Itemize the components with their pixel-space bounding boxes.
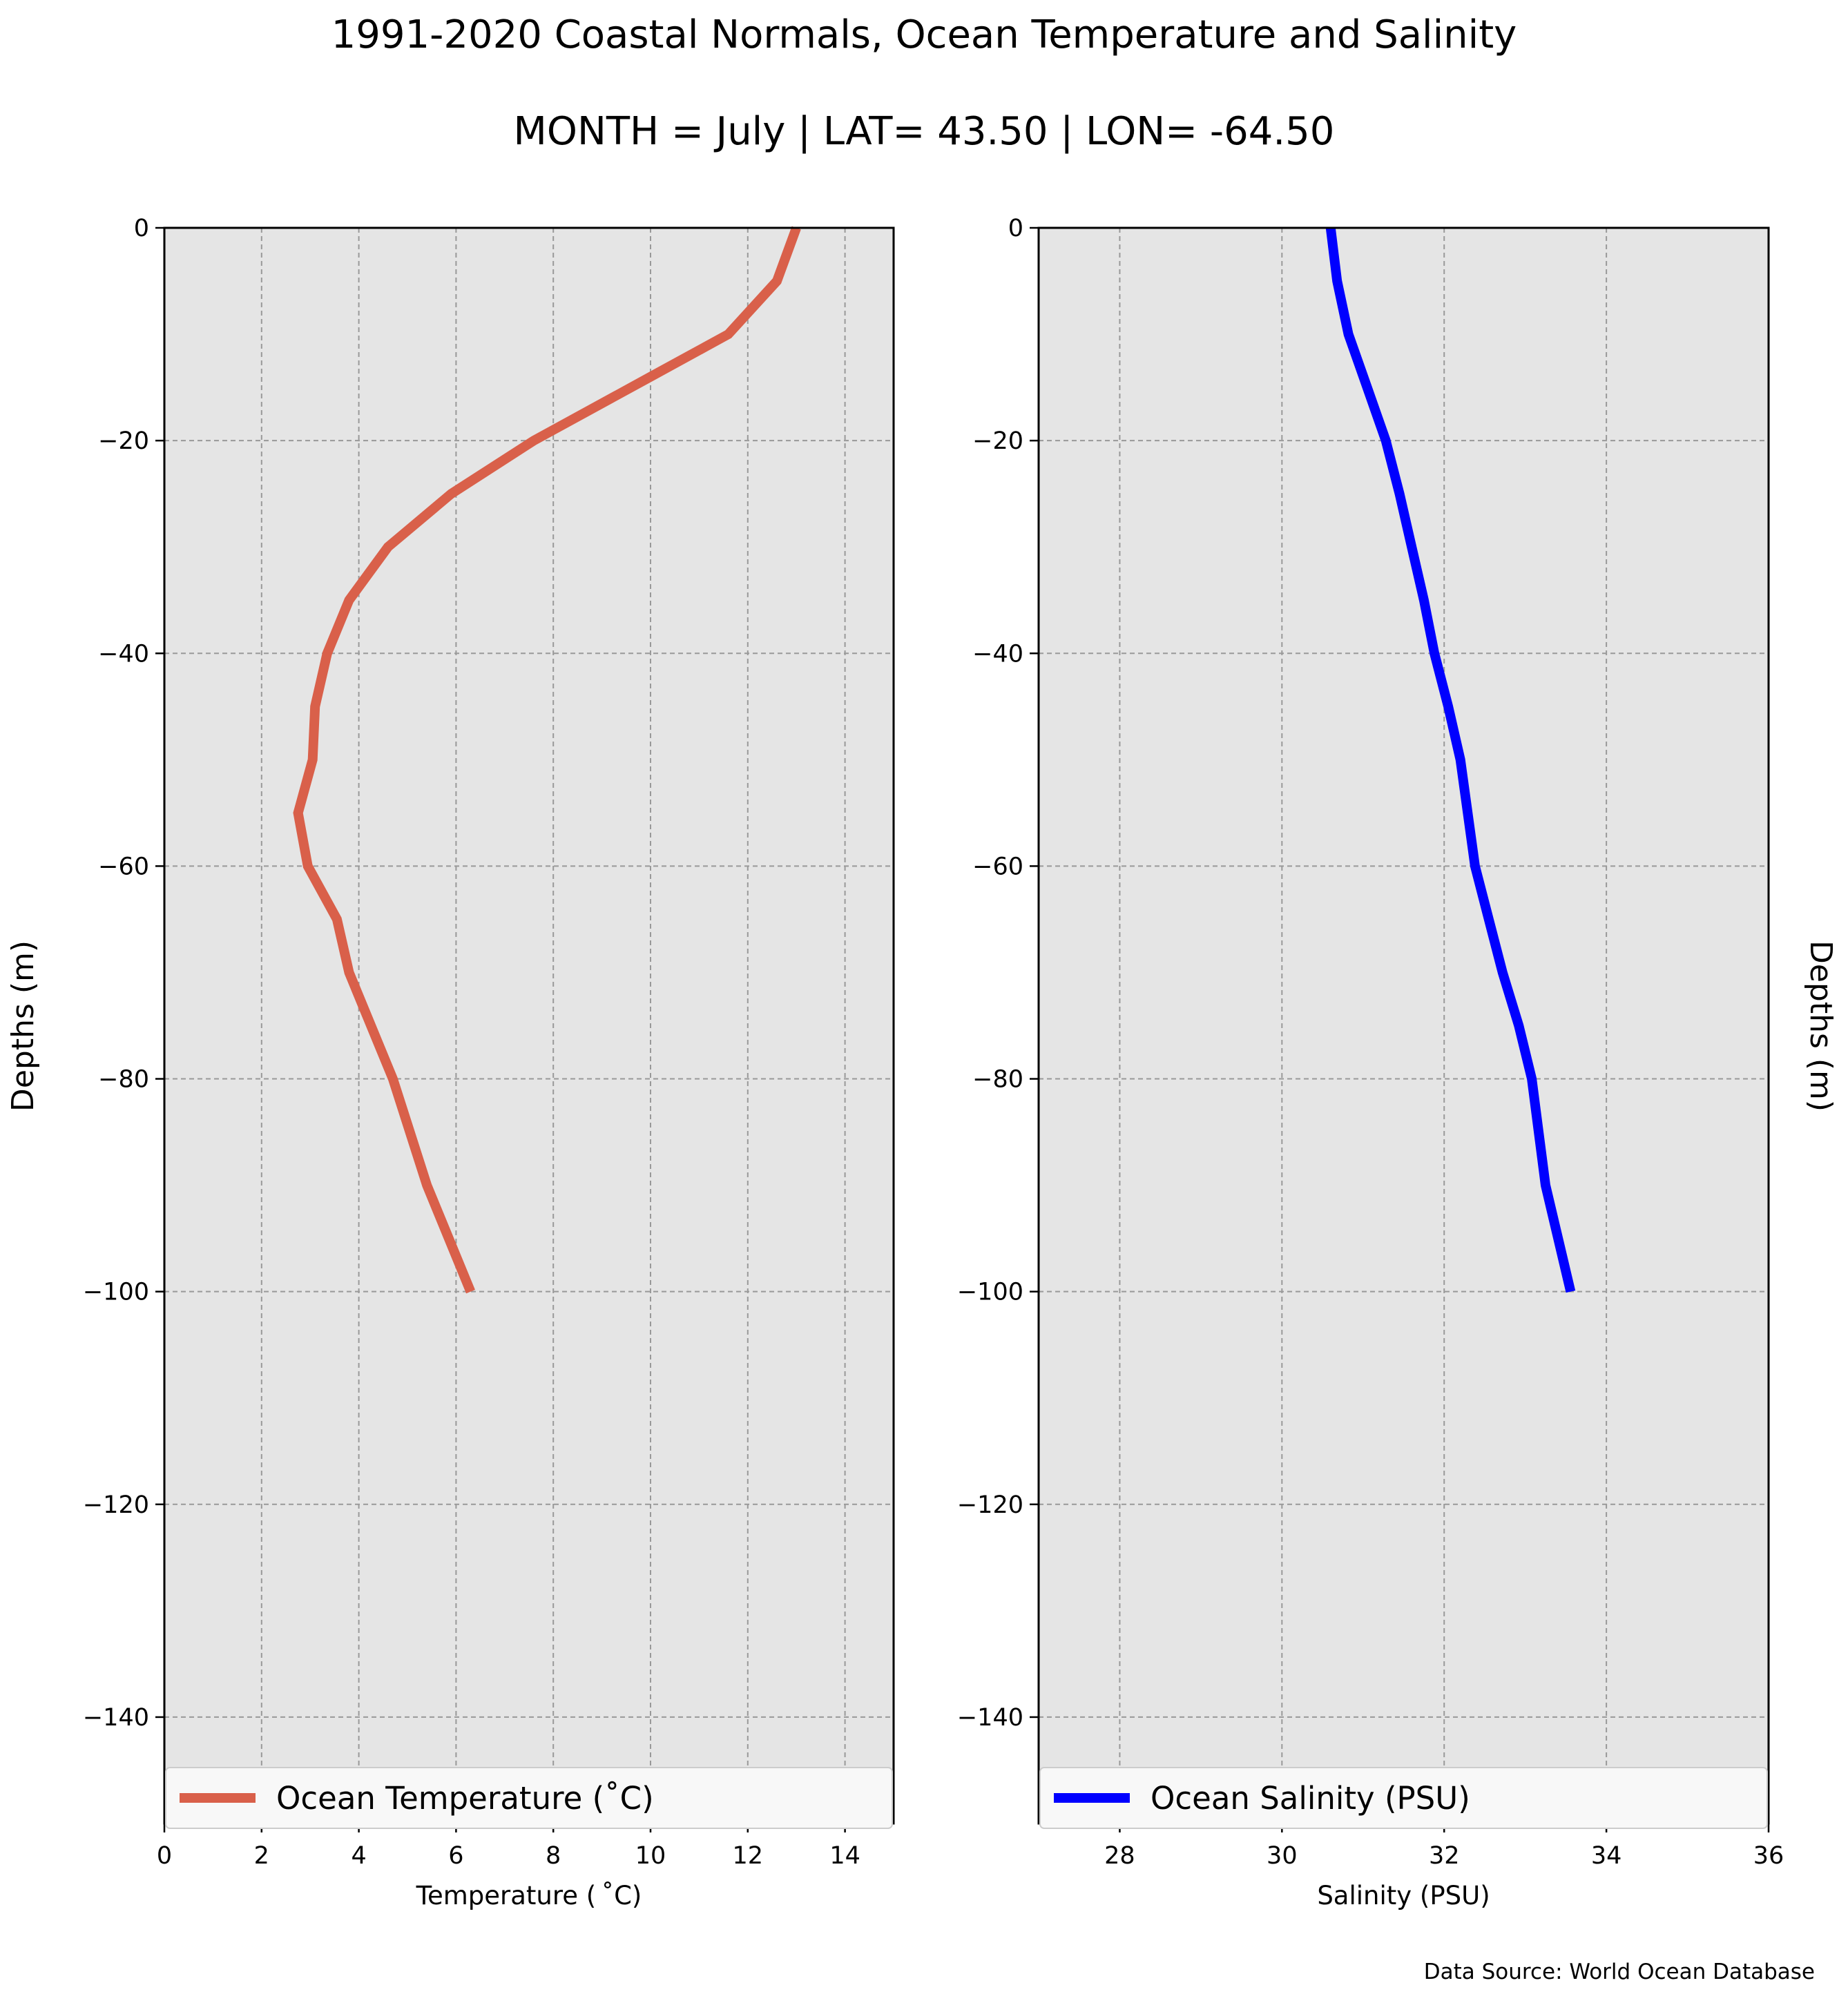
legend-box: [165, 1767, 893, 1829]
legend: Ocean Temperature (˚C): [165, 1767, 893, 1829]
data-source-note: Data Source: World Ocean Database: [1423, 1960, 1815, 1984]
x-tick-label: 28: [1104, 1842, 1135, 1870]
y-tick-label: −100: [957, 1279, 1023, 1306]
y-tick-label: 0: [134, 215, 149, 242]
x-tick-label: 36: [1753, 1842, 1784, 1870]
x-tick-label: 10: [635, 1842, 666, 1870]
y-tick-label: −140: [83, 1704, 149, 1732]
y-tick-label: −80: [98, 1066, 149, 1094]
x-tick-label: 4: [351, 1842, 366, 1870]
x-tick-label: 8: [546, 1842, 561, 1870]
series-line-0: [293, 226, 801, 1294]
y-tick-label: −60: [972, 853, 1023, 880]
chart-panel-salinity: 0 −20 −40 −60 −80 −100 −120 −140 28 30 32 34 36 Salin…: [957, 215, 1838, 1910]
x-tick-label: 30: [1267, 1842, 1298, 1870]
x-tick-label: 32: [1429, 1842, 1460, 1870]
legend-label: Ocean Temperature (˚C): [276, 1780, 654, 1817]
y-tick-label: −80: [972, 1066, 1023, 1094]
plot-area: [1039, 228, 1769, 1823]
x-axis-label: Salinity (PSU): [1317, 1881, 1490, 1910]
x-tick-label: 6: [448, 1842, 463, 1870]
y-tick-label: 0: [1008, 215, 1023, 242]
plot-area: [164, 228, 894, 1823]
legend: Ocean Salinity (PSU): [1039, 1767, 1768, 1829]
x-tick-label: 14: [829, 1842, 860, 1870]
y-tick-label: −120: [83, 1491, 149, 1519]
x-axis-label: Temperature ( ˚C): [416, 1881, 642, 1910]
x-tick-label: 2: [254, 1842, 269, 1870]
y-axis-label: Depths (m): [1803, 940, 1838, 1112]
x-tick-label: 34: [1591, 1842, 1622, 1870]
x-tick-label: 12: [733, 1842, 764, 1870]
x-tick-label: 0: [157, 1842, 172, 1870]
y-tick-label: −140: [957, 1704, 1023, 1732]
chart-subtitle: MONTH = July | LAT= 43.50 | LON= -64.50: [513, 109, 1335, 154]
y-tick-label: −20: [98, 427, 149, 455]
chart-title: 1991-2020 Coastal Normals, Ocean Tempera…: [331, 12, 1517, 57]
y-tick-label: −100: [83, 1279, 149, 1306]
y-axis-label: Depths (m): [6, 940, 41, 1112]
legend-box: [1039, 1767, 1768, 1829]
y-tick-label: −60: [98, 853, 149, 880]
y-tick-label: −120: [957, 1491, 1023, 1519]
legend-label: Ocean Salinity (PSU): [1151, 1780, 1470, 1817]
y-tick-label: −40: [972, 640, 1023, 668]
chart-panel-temperature: 0 −20 −40 −60 −80 −100 −120 −140 0 2 4 6 8 10 12 14 Temp…: [6, 215, 895, 1910]
y-tick-label: −20: [972, 427, 1023, 455]
y-tick-label: −40: [98, 640, 149, 668]
series-line-0: [1325, 227, 1576, 1293]
